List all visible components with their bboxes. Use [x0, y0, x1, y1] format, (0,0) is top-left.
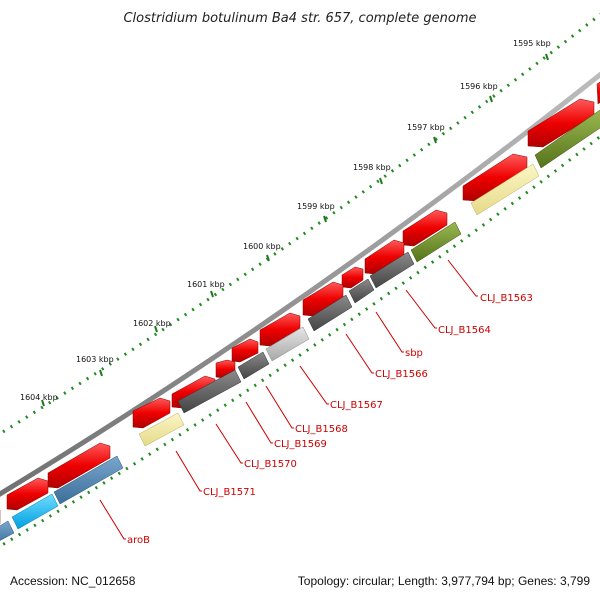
tick-ring-outer: [0, 12, 600, 436]
tick-label: 1604 kbp: [20, 393, 58, 402]
cog-bar-gray: [307, 294, 353, 332]
cog-track: [0, 109, 600, 541]
major-ticks: [41, 53, 549, 407]
tick-label: 1595 kbp: [513, 39, 551, 48]
genome-stats-text: Topology: circular; Length: 3,977,794 bp…: [297, 574, 590, 588]
tick-ring-inner: [0, 134, 600, 548]
gene-label-clj-b1570: CLJ_B1570: [244, 459, 297, 470]
gene-label-clj-b1568: CLJ_B1568: [295, 424, 348, 435]
gene-label-sbp: sbp: [405, 348, 423, 359]
cog-bar-gray: [348, 278, 375, 304]
genome-backbone: [0, 71, 600, 497]
tick-label: 1600 kbp: [243, 242, 281, 251]
tick-label: 1597 kbp: [407, 123, 445, 132]
cog-bar-gray: [237, 351, 270, 380]
map-title: Clostridium botulinum Ba4 str. 657, comp…: [123, 11, 476, 26]
cog-bar-blue: [0, 520, 15, 541]
gene-label-arob: aroB: [127, 535, 150, 546]
cds-arrow: [132, 397, 171, 429]
gene-label-clj-b1564: CLJ_B1564: [438, 325, 491, 336]
tick-label: 1603 kbp: [76, 355, 114, 364]
cds-arrow: [259, 312, 301, 347]
cog-bar-yellow: [138, 412, 185, 447]
cog-bar-olive: [410, 221, 462, 263]
cog-bar-olive: [534, 109, 600, 169]
gene-label-clj-b1566: CLJ_B1566: [375, 369, 428, 380]
cds-arrow: [596, 81, 600, 105]
gene-label-clj-b1571: CLJ_B1571: [203, 487, 256, 498]
cog-bar-blue: [53, 455, 124, 505]
tick-label: 1601 kbp: [187, 280, 225, 289]
tick-label: 1599 kbp: [297, 202, 335, 211]
cog-bar-yellow: [470, 163, 540, 216]
gene-label-clj-b1563: CLJ_B1563: [480, 293, 533, 304]
cog-bar-cyan: [11, 493, 59, 530]
cds-arrow: [6, 477, 49, 511]
accession-text: Accession: NC_012658: [10, 574, 136, 588]
gene-label-clj-b1569: CLJ_B1569: [274, 439, 327, 450]
cog-bar-gray: [177, 369, 242, 414]
cog-bar-gray: [369, 251, 415, 289]
tick-label: 1602 kbp: [133, 319, 171, 328]
gene-label-clj-b1567: CLJ_B1567: [330, 400, 383, 411]
tick-label: 1596 kbp: [460, 82, 498, 91]
tick-label: 1598 kbp: [353, 163, 391, 172]
label-leaders: [99, 259, 478, 540]
cog-bar-lightgray: [265, 326, 310, 362]
